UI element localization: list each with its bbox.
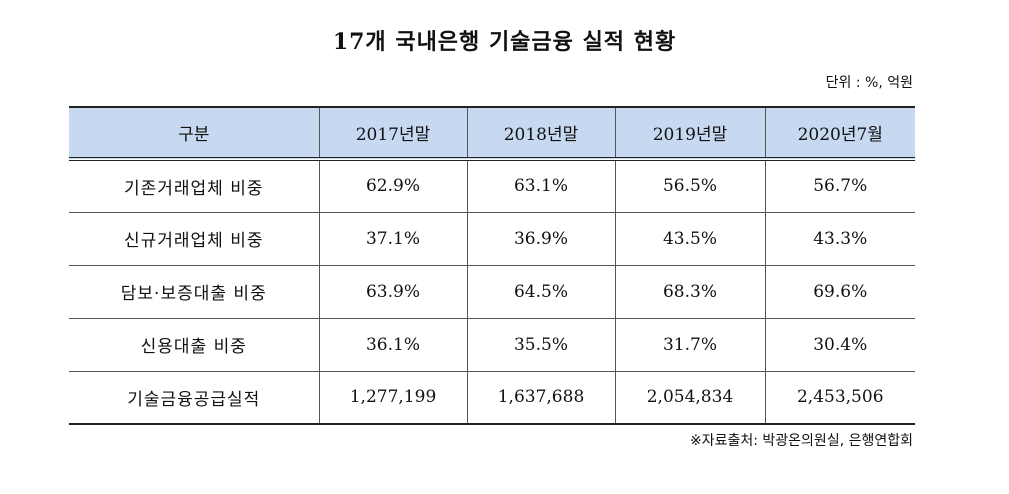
table-cell: 36.9%	[466, 212, 615, 266]
table-cell: 69.6%	[764, 265, 915, 319]
table-cell: 64.5%	[466, 265, 615, 319]
page-title: 17개 국내은행 기술금융 실적 현황	[332, 29, 677, 55]
table-cell: 62.9%	[318, 159, 467, 213]
row-label: 신용대출 비중	[69, 318, 319, 372]
table-cell: 35.5%	[466, 318, 615, 372]
table-cell: 63.1%	[466, 159, 615, 213]
table-row: 담보·보증대출 비중 63.9% 64.5% 68.3% 69.6%	[69, 265, 915, 319]
column-header-2019: 2019년말	[614, 106, 765, 161]
table-row: 신용대출 비중 36.1% 35.5% 31.7% 30.4%	[69, 318, 915, 372]
row-label: 신규거래업체 비중	[69, 212, 319, 266]
table-row: 기존거래업체 비중 62.9% 63.1% 56.5% 56.7%	[69, 159, 915, 213]
table-cell: 1,277,199	[318, 371, 467, 425]
table-cell: 63.9%	[318, 265, 467, 319]
table-cell: 2,453,506	[764, 371, 915, 425]
row-label: 기술금융공급실적	[69, 371, 319, 425]
table-cell: 2,054,834	[614, 371, 765, 425]
table-cell: 68.3%	[614, 265, 765, 319]
source-note: ※자료출처: 박광온의원실, 은행연합회	[690, 433, 913, 449]
table-cell: 43.3%	[764, 212, 915, 266]
table-cell: 30.4%	[764, 318, 915, 372]
table-cell: 31.7%	[614, 318, 765, 372]
table-cell: 1,637,688	[466, 371, 615, 425]
table-cell: 56.7%	[764, 159, 915, 213]
table-cell: 43.5%	[614, 212, 765, 266]
table-header-row: 구분 2017년말 2018년말 2019년말 2020년7월	[69, 106, 915, 161]
column-header-2020: 2020년7월	[764, 106, 915, 161]
table-row: 신규거래업체 비중 37.1% 36.9% 43.5% 43.3%	[69, 212, 915, 266]
table-row: 기술금융공급실적 1,277,199 1,637,688 2,054,834 2…	[69, 371, 915, 425]
table-cell: 37.1%	[318, 212, 467, 266]
data-table: 구분 2017년말 2018년말 2019년말 2020년7월 기존거래업체 비…	[69, 106, 915, 425]
row-label: 기존거래업체 비중	[69, 159, 319, 213]
table-cell: 36.1%	[318, 318, 467, 372]
column-header-2017: 2017년말	[318, 106, 467, 161]
table-cell: 56.5%	[614, 159, 765, 213]
column-header-2018: 2018년말	[466, 106, 615, 161]
row-label: 담보·보증대출 비중	[69, 265, 319, 319]
column-header-category: 구분	[69, 106, 319, 161]
unit-label: 단위 : %, 억원	[825, 75, 913, 91]
